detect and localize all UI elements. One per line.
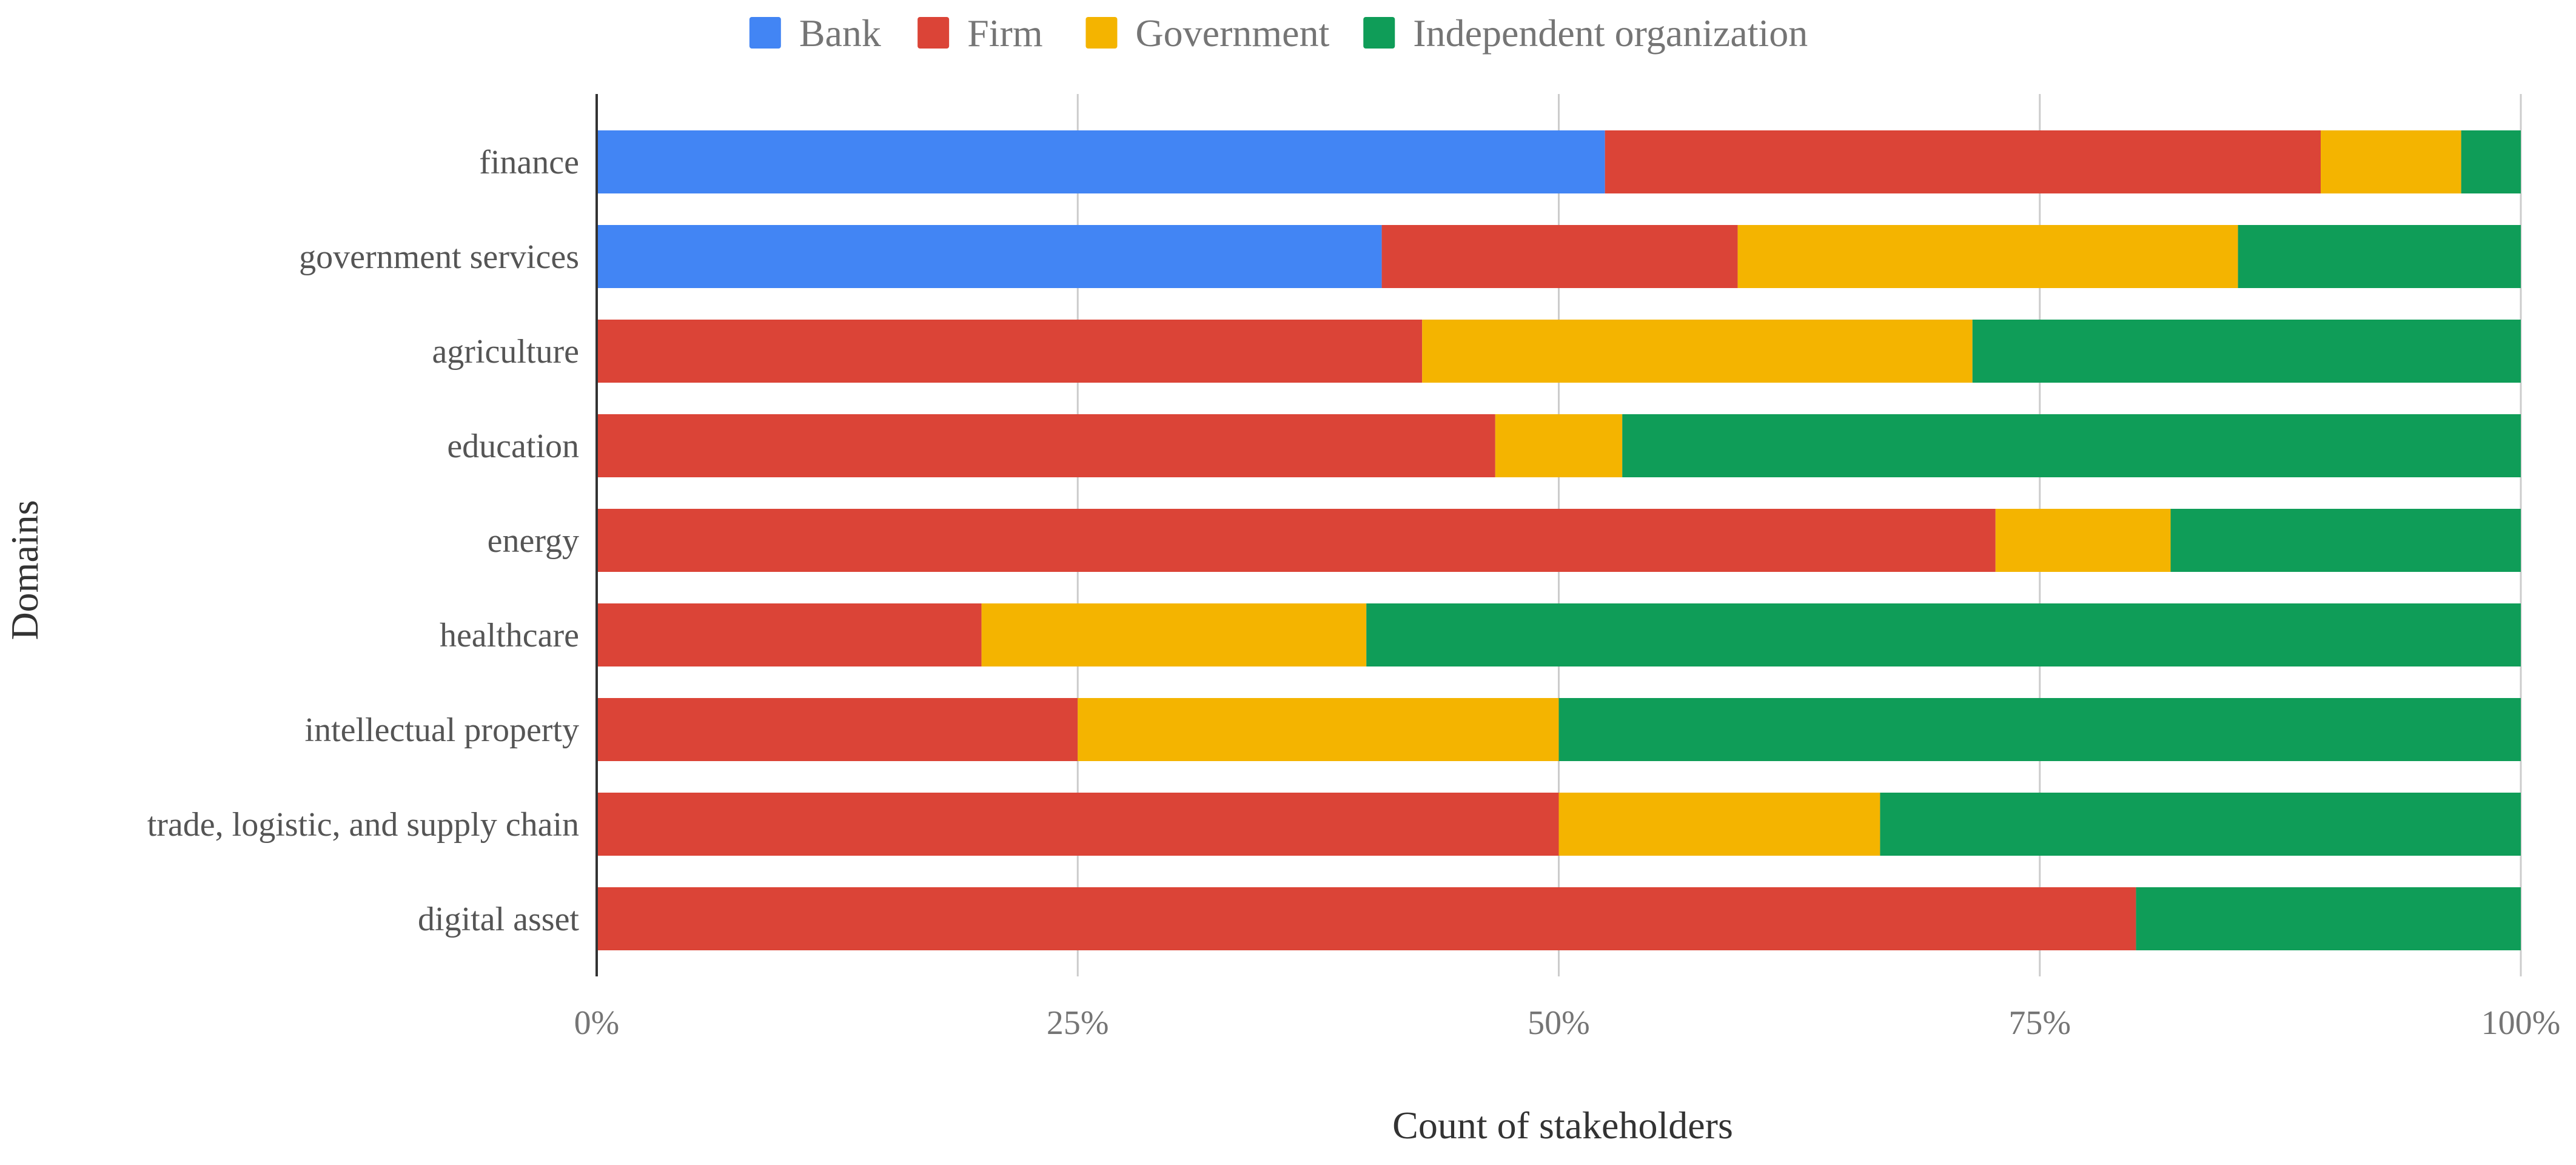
bar-segment	[1366, 603, 2521, 666]
x-tick-label: 50%	[1528, 1004, 1590, 1042]
legend-swatch	[749, 17, 781, 49]
y-category-label: finance	[479, 144, 579, 181]
bar-segment	[1622, 414, 2521, 477]
y-category-label: trade, logistic, and supply chain	[147, 806, 579, 844]
bar-segment	[597, 130, 1605, 193]
bar-segment	[597, 320, 1423, 383]
x-tick-label: 25%	[1047, 1004, 1109, 1042]
legend-label: Government	[1135, 12, 1329, 55]
y-category-label: digital asset	[418, 901, 579, 938]
y-category-label: healthcare	[440, 617, 579, 654]
bar-segment	[597, 887, 2136, 950]
bar-segment	[1495, 414, 1623, 477]
legend-label: Firm	[967, 12, 1042, 55]
legend-label: Bank	[799, 12, 881, 55]
bar-segment	[2136, 887, 2521, 950]
y-category-label: energy	[488, 522, 579, 560]
bar-segment	[2321, 130, 2461, 193]
bar-segment	[2461, 130, 2521, 193]
bar-segment	[1737, 225, 2238, 288]
legend: Bank Firm Government Independent organizati…	[749, 12, 1808, 55]
legend-swatch	[1363, 17, 1395, 49]
bar-segment	[597, 509, 1996, 572]
x-tick-label: 0%	[574, 1004, 620, 1042]
y-category-label: agriculture	[432, 333, 579, 371]
bar-segment	[981, 603, 1367, 666]
axes: 0% 25% 50% 75% 100% finance government service…	[147, 94, 2561, 1042]
x-tick-label: 100%	[2481, 1004, 2561, 1042]
bar-segment	[597, 698, 1078, 761]
y-category-label: intellectual property	[305, 711, 579, 749]
bar-segment	[597, 225, 1382, 288]
y-category-label: government services	[299, 238, 579, 276]
bar-segment	[597, 414, 1495, 477]
bar-segment	[2170, 509, 2521, 572]
bar-segment	[1558, 698, 2521, 761]
bar-segment	[1078, 698, 1559, 761]
x-axis-title: Count of stakeholders	[1392, 1104, 1733, 1147]
bar-segment	[597, 793, 1559, 856]
y-category-label: education	[447, 428, 579, 465]
bar-segment	[597, 603, 982, 666]
bar-segment	[1558, 793, 1880, 856]
bar-segment	[1605, 130, 2321, 193]
bar-segment	[1995, 509, 2171, 572]
legend-label: Independent organization	[1413, 12, 1808, 55]
bar-segment	[1880, 793, 2521, 856]
legend-swatch	[917, 17, 950, 49]
bar-segment	[1422, 320, 1973, 383]
legend-swatch	[1085, 17, 1118, 49]
bars	[597, 130, 2521, 950]
y-axis-title: Domains	[3, 500, 46, 640]
bar-segment	[1972, 320, 2521, 383]
bar-segment	[2238, 225, 2521, 288]
bar-segment	[1381, 225, 1738, 288]
x-tick-label: 75%	[2008, 1004, 2071, 1042]
